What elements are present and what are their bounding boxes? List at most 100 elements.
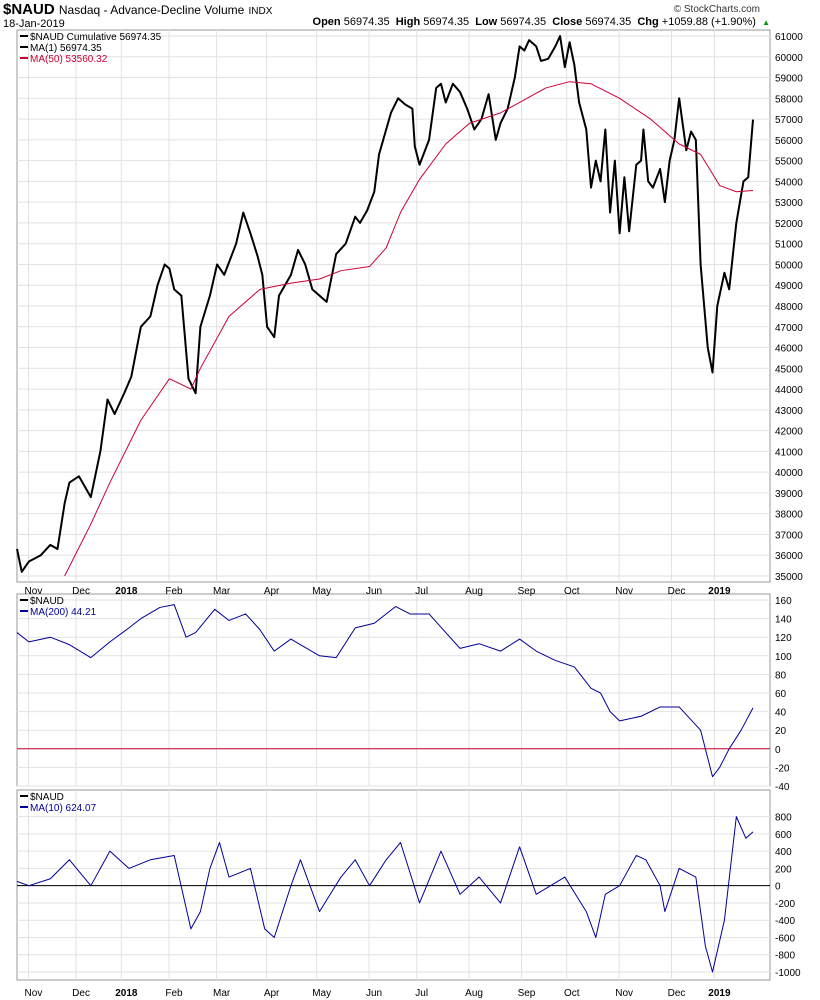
y-tick-label: 57000 xyxy=(775,115,803,126)
y-tick-label: 37000 xyxy=(775,530,803,541)
x-tick-label: 2018 xyxy=(115,586,138,597)
ohlc-chg: Chg +1059.88 (+1.90%) xyxy=(637,16,763,28)
series-line-ma200 xyxy=(16,604,754,778)
y-tick-label: 140 xyxy=(775,615,792,626)
y-tick-label: 38000 xyxy=(775,510,803,521)
y-tick-label: 58000 xyxy=(775,94,803,105)
y-tick-label: 48000 xyxy=(775,302,803,313)
y-tick-label: 60 xyxy=(775,689,787,700)
y-tick-label: 49000 xyxy=(775,281,803,292)
x-tick-label: May xyxy=(312,988,331,999)
y-tick-label: -1000 xyxy=(775,968,801,979)
chart-date: 18-Jan-2019 xyxy=(3,18,65,30)
panel-1 xyxy=(16,593,771,787)
x-tick-label: 2019 xyxy=(708,586,731,597)
up-arrow-icon: ▲ xyxy=(762,18,770,27)
y-tick-label: 120 xyxy=(775,633,792,644)
panel-2 xyxy=(16,789,771,981)
y-tick-label: 40000 xyxy=(775,468,803,479)
x-tick-label: Dec xyxy=(668,988,686,999)
x-tick-label: Oct xyxy=(564,988,580,999)
legend-swatch xyxy=(20,35,28,37)
y-tick-label: 200 xyxy=(775,864,792,875)
x-tick-label: Aug xyxy=(465,586,483,597)
y-tick-label: 46000 xyxy=(775,344,803,355)
x-tick-label: Apr xyxy=(264,988,280,999)
x-tick-label: Nov xyxy=(615,988,633,999)
legend-entry: $NAUD xyxy=(30,596,64,607)
legend-entry: MA(50) 53560.32 xyxy=(30,54,108,65)
x-tick-label: Nov xyxy=(25,988,43,999)
legend-swatch xyxy=(20,806,28,808)
y-tick-label: 60000 xyxy=(775,53,803,64)
legend-entry: MA(10) 624.07 xyxy=(30,803,97,814)
x-tick-label: May xyxy=(312,586,331,597)
ohlc-summary: Open 56974.35 High 56974.35 Low 56974.35… xyxy=(313,16,770,28)
y-tick-label: 54000 xyxy=(775,177,803,188)
y-tick-label: 35000 xyxy=(775,572,803,583)
x-tick-label: Dec xyxy=(72,586,90,597)
ohlc-open: Open 56974.35 xyxy=(312,16,396,28)
watermark: © StockCharts.com xyxy=(673,4,760,15)
y-tick-label: 39000 xyxy=(775,489,803,500)
legend-swatch xyxy=(20,610,28,612)
x-tick-label: Dec xyxy=(72,988,90,999)
ohlc-close: Close 56974.35 xyxy=(552,16,638,28)
y-tick-label: -800 xyxy=(775,951,795,962)
x-tick-label: Aug xyxy=(465,988,483,999)
ohlc-low: Low 56974.35 xyxy=(475,16,553,28)
y-tick-label: -40 xyxy=(775,782,790,793)
y-tick-label: -20 xyxy=(775,763,790,774)
y-tick-label: 53000 xyxy=(775,198,803,209)
legend-swatch xyxy=(20,57,28,59)
x-tick-label: Jul xyxy=(415,988,428,999)
ohlc-high: High 56974.35 xyxy=(395,16,476,28)
y-tick-label: 61000 xyxy=(775,32,803,43)
y-tick-label: 44000 xyxy=(775,385,803,396)
legend-entry: $NAUD Cumulative 56974.35 xyxy=(30,32,162,43)
y-tick-label: 50000 xyxy=(775,260,803,271)
series-line-ma1 xyxy=(16,35,754,573)
y-tick-label: 80 xyxy=(775,670,787,681)
y-tick-label: 43000 xyxy=(775,406,803,417)
x-tick-label: Dec xyxy=(668,586,686,597)
y-tick-label: 0 xyxy=(775,882,781,893)
y-tick-label: -600 xyxy=(775,933,795,944)
y-tick-label: 600 xyxy=(775,830,792,841)
x-tick-label: Mar xyxy=(213,586,231,597)
x-tick-label: Sep xyxy=(518,988,536,999)
y-tick-label: 40 xyxy=(775,708,787,719)
x-tick-label: Apr xyxy=(264,586,280,597)
series-line-ma50 xyxy=(64,81,754,577)
chart-title: $NAUD Nasdaq - Advance-Decline Volume IN… xyxy=(3,1,273,18)
x-tick-label: Jun xyxy=(366,988,382,999)
y-tick-label: 51000 xyxy=(775,240,803,251)
x-tick-label: 2019 xyxy=(708,988,731,999)
y-tick-label: 47000 xyxy=(775,323,803,334)
y-tick-label: 800 xyxy=(775,813,792,824)
legend-swatch xyxy=(20,795,28,797)
legend-swatch xyxy=(20,46,28,48)
x-tick-label: Sep xyxy=(518,586,536,597)
y-tick-label: 52000 xyxy=(775,219,803,230)
x-tick-label: Jun xyxy=(366,586,382,597)
y-tick-label: 45000 xyxy=(775,364,803,375)
x-tick-label: Mar xyxy=(213,988,231,999)
y-tick-label: 55000 xyxy=(775,157,803,168)
y-tick-label: 400 xyxy=(775,847,792,858)
x-tick-label: Feb xyxy=(165,988,183,999)
x-tick-label: Feb xyxy=(165,586,183,597)
y-tick-label: 36000 xyxy=(775,551,803,562)
legend-entry: MA(1) 56974.35 xyxy=(30,43,102,54)
y-tick-label: -400 xyxy=(775,916,795,927)
y-tick-label: 59000 xyxy=(775,74,803,85)
legend-entry: $NAUD xyxy=(30,792,64,803)
x-tick-label: Nov xyxy=(25,586,43,597)
y-tick-label: 56000 xyxy=(775,136,803,147)
y-tick-label: 42000 xyxy=(775,427,803,438)
y-tick-label: -200 xyxy=(775,899,795,910)
series-line-ma10 xyxy=(16,816,754,973)
y-tick-label: 20 xyxy=(775,726,787,737)
